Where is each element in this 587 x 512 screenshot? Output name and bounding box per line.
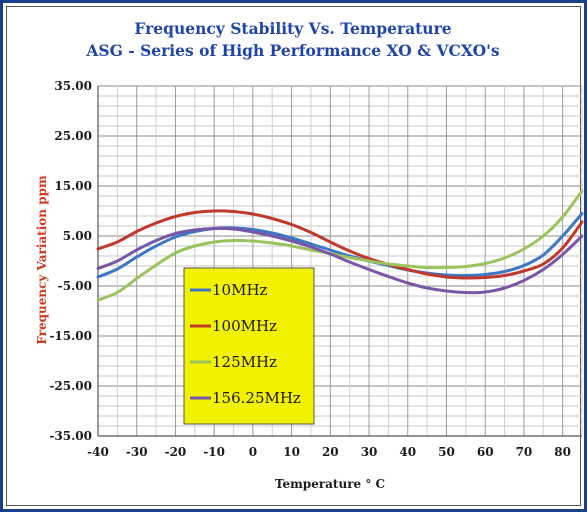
axes <box>97 86 582 437</box>
y-tick-label: 35.00 <box>54 79 92 93</box>
y-tick-label: -35.00 <box>49 429 92 443</box>
y-tick-label: -5.00 <box>58 279 92 293</box>
y-tick-labels: 35.00 25.00 15.00 5.00 -5.00 -15.00 -25.00 -35.… <box>49 79 92 443</box>
series-line-1 <box>96 212 584 279</box>
chart-title: Frequency Stability Vs. Temperature <box>134 19 451 38</box>
y-tick-label: -15.00 <box>49 329 92 343</box>
x-tick-label: 30 <box>361 445 378 459</box>
legend-label: 100MHz <box>212 317 277 335</box>
x-tick-label: 70 <box>516 445 533 459</box>
y-tick-label: 5.00 <box>63 229 92 243</box>
series-line-2 <box>96 209 584 280</box>
legend: 10MHz 100MHz 125MHz 156.25MHz <box>183 267 315 425</box>
series-line-3 <box>96 189 584 302</box>
y-tick-label: 25.00 <box>54 129 92 143</box>
x-tick-label: 20 <box>322 445 339 459</box>
x-tick-label: 10 <box>283 445 300 459</box>
x-tick-label: 80 <box>554 445 571 459</box>
x-axis-label: Temperature ° C <box>275 477 385 491</box>
x-tick-labels: -40 -30 -20 -10 0 10 20 30 40 50 60 70 80 <box>87 445 571 459</box>
grid-lines <box>97 85 583 437</box>
x-tick-label: 50 <box>438 445 455 459</box>
x-tick-label: -10 <box>203 445 225 459</box>
x-tick-label: 0 <box>249 445 257 459</box>
x-tick-label: 40 <box>399 445 416 459</box>
series-line-4 <box>96 226 584 295</box>
chart-subtitle: ASG - Series of High Performance XO & VC… <box>85 41 499 60</box>
x-tick-label: 60 <box>477 445 494 459</box>
x-tick-label: -20 <box>165 445 187 459</box>
series-lines <box>96 189 584 302</box>
x-tick-label: -40 <box>87 445 109 459</box>
legend-label: 156.25MHz <box>212 389 301 407</box>
y-tick-label: -25.00 <box>49 379 92 393</box>
legend-label: 10MHz <box>212 281 268 299</box>
y-tick-label: 15.00 <box>54 179 92 193</box>
y-axis-label: Frequency Variation ppm <box>35 175 49 345</box>
legend-label: 125MHz <box>212 353 277 371</box>
x-tick-label: -30 <box>126 445 148 459</box>
